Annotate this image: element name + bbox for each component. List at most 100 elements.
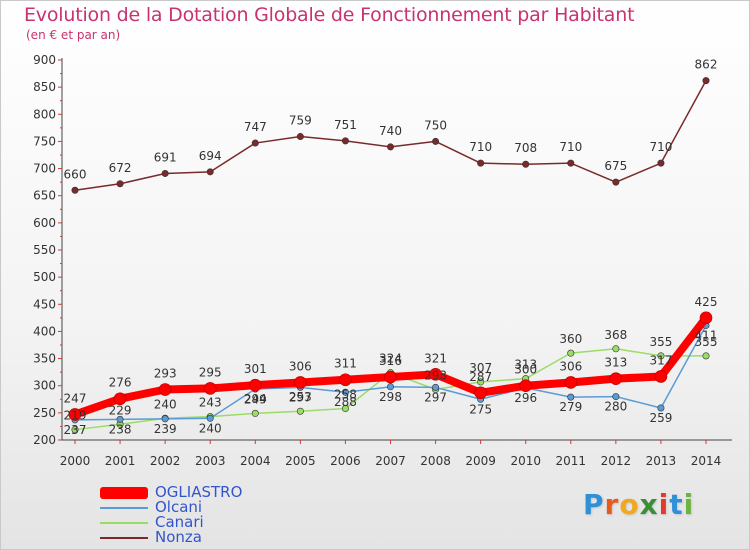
y-tick-label: 250 (33, 406, 56, 420)
x-tick-label: 2011 (556, 454, 587, 468)
data-label-olcani: 240 (199, 421, 222, 435)
data-point-ogliastro (474, 386, 487, 400)
data-point-nonza (161, 169, 169, 177)
data-point-ogliastro (248, 378, 262, 392)
x-tick-label: 2005 (285, 454, 316, 468)
data-label-olcani: 288 (334, 395, 357, 409)
data-point-nonza (522, 160, 530, 168)
data-label-ogliastro: 295 (199, 365, 222, 379)
data-point-canari (567, 349, 575, 357)
data-point-ogliastro (384, 370, 397, 384)
data-point-olcani (161, 415, 169, 423)
data-label-olcani: 239 (154, 422, 177, 436)
y-tick-label: 800 (33, 107, 56, 121)
data-label-canari: 243 (199, 396, 222, 410)
data-label-olcani: 238 (109, 422, 132, 436)
x-tick-label: 2012 (601, 454, 632, 468)
y-tick-label: 550 (33, 243, 56, 257)
data-point-ogliastro (158, 383, 172, 396)
data-point-ogliastro (203, 382, 217, 395)
data-point-nonza (477, 159, 485, 167)
logo-letter: P (583, 488, 605, 521)
x-tick-label: 2009 (465, 454, 496, 468)
y-tick-label: 650 (33, 189, 56, 203)
data-label-nonza: 750 (424, 118, 447, 132)
data-point-ogliastro (429, 368, 442, 381)
data-label-olcani: 411 (695, 328, 718, 342)
data-label-ogliastro: 321 (424, 351, 447, 365)
data-label-olcani: 259 (649, 411, 672, 425)
data-point-nonza (386, 143, 394, 151)
data-point-nonza (657, 159, 665, 167)
data-point-nonza (71, 186, 79, 194)
data-label-canari: 293 (424, 369, 447, 383)
data-point-ogliastro (564, 376, 578, 389)
y-tick-label: 300 (33, 379, 56, 393)
data-point-ogliastro (68, 408, 82, 421)
data-label-ogliastro: 300 (514, 363, 537, 377)
data-label-ogliastro: 306 (289, 359, 312, 373)
x-tick-label: 2002 (150, 454, 181, 468)
data-point-canari (296, 407, 304, 415)
x-tick-label: 2014 (691, 454, 722, 468)
data-label-ogliastro: 287 (469, 370, 492, 384)
data-point-nonza (432, 137, 440, 145)
data-label-canari: 307 (469, 361, 492, 375)
logo-letter: r (604, 488, 620, 521)
data-label-nonza: 694 (199, 149, 222, 163)
data-label-ogliastro: 276 (109, 376, 132, 390)
x-tick-label: 2008 (420, 454, 451, 468)
x-tick-label: 2010 (510, 454, 541, 468)
data-point-nonza (251, 139, 259, 147)
x-tick-label: 2007 (375, 454, 406, 468)
data-point-canari (251, 409, 259, 417)
logo-letter: o (619, 488, 640, 521)
data-label-nonza: 740 (379, 124, 402, 138)
data-label-canari: 313 (514, 358, 537, 372)
data-point-olcani (206, 414, 214, 422)
data-label-canari: 355 (695, 335, 718, 349)
y-tick-label: 350 (33, 352, 56, 366)
data-point-ogliastro (609, 372, 623, 385)
data-label-canari: 368 (604, 328, 627, 342)
logo-letter: i (683, 488, 695, 521)
data-point-olcani (612, 393, 620, 401)
chart-title: Evolution de la Dotation Globale de Fonc… (24, 4, 635, 26)
y-tick-label: 450 (33, 297, 56, 311)
data-point-nonza (702, 77, 710, 85)
data-label-olcani: 297 (424, 390, 447, 404)
data-point-nonza (206, 168, 214, 176)
data-label-nonza: 660 (64, 167, 87, 181)
data-label-olcani: 237 (64, 423, 87, 437)
x-tick-label: 2000 (60, 454, 91, 468)
data-label-ogliastro: 306 (559, 359, 582, 373)
data-label-canari: 219 (64, 409, 87, 423)
data-label-olcani: 296 (514, 391, 537, 405)
y-tick-label: 750 (33, 134, 56, 148)
x-tick-label: 2001 (105, 454, 136, 468)
data-point-canari (341, 405, 349, 413)
legend-swatch-olcani (100, 507, 148, 509)
data-point-nonza (567, 159, 575, 167)
data-label-canari: 229 (109, 403, 132, 417)
y-tick-label: 500 (33, 270, 56, 284)
data-label-nonza: 759 (289, 114, 312, 128)
data-label-nonza: 862 (695, 58, 718, 72)
data-label-canari: 324 (379, 352, 402, 366)
data-label-olcani: 297 (289, 390, 312, 404)
data-point-canari (477, 378, 485, 386)
data-label-ogliastro: 425 (695, 295, 718, 309)
x-tick-label: 2003 (195, 454, 226, 468)
data-label-nonza: 747 (244, 120, 267, 134)
data-label-canari: 240 (154, 397, 177, 411)
data-label-canari: 355 (649, 335, 672, 349)
data-label-olcani: 280 (604, 400, 627, 414)
legend-label-ogliastro: OGLIASTRO (155, 483, 243, 501)
x-tick-label: 2006 (330, 454, 361, 468)
data-label-ogliastro: 317 (649, 353, 672, 367)
y-tick-label: 900 (33, 53, 56, 67)
y-tick-label: 850 (33, 80, 56, 94)
data-label-olcani: 279 (559, 400, 582, 414)
data-point-olcani (386, 383, 394, 391)
data-label-nonza: 675 (604, 159, 627, 173)
